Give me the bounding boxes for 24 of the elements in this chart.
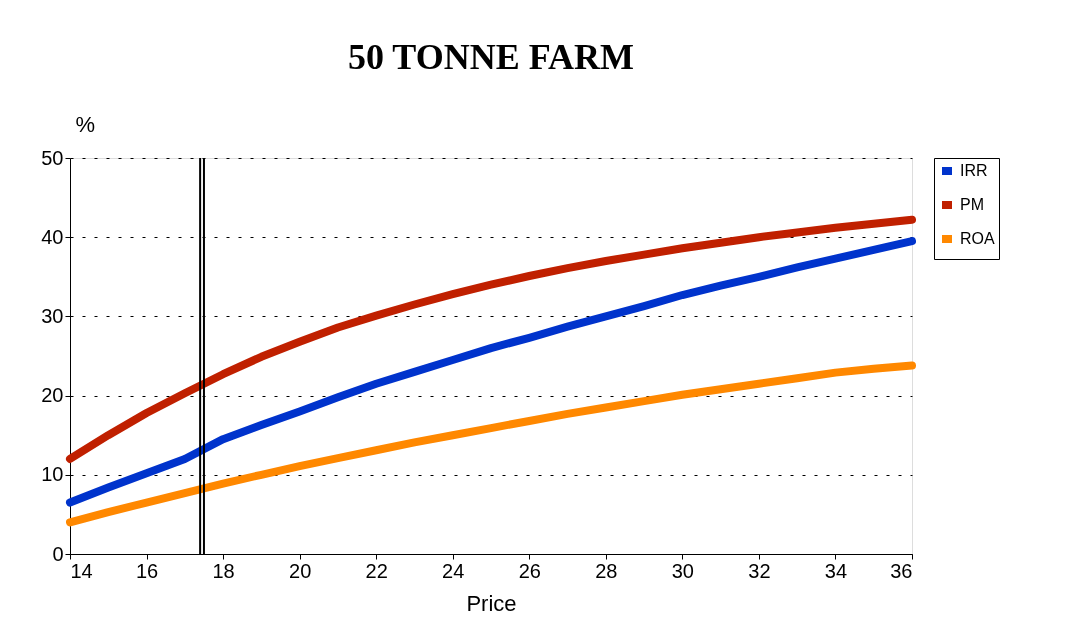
x-tick-label: 14 <box>70 559 93 582</box>
x-tick-label: 30 <box>671 559 694 582</box>
x-tick-label: 22 <box>365 559 388 582</box>
y-tick-label: 20 <box>41 384 64 407</box>
legend-label: IRR <box>960 162 988 179</box>
x-tick-label: 28 <box>595 559 618 582</box>
y-tick-label: 40 <box>41 225 64 248</box>
x-tick-label: 16 <box>135 559 159 582</box>
x-tick-label: 36 <box>890 559 913 582</box>
y-tick-label: 0 <box>52 542 64 565</box>
legend-label: PM <box>960 196 984 213</box>
x-tick-label: 20 <box>289 559 312 582</box>
chart-title: 50 TONNE FARM <box>347 37 635 77</box>
legend-label: ROA <box>960 230 995 247</box>
x-tick-label: 24 <box>442 559 465 582</box>
x-tick-label: 34 <box>824 559 848 582</box>
x-tick-label: 26 <box>518 559 541 582</box>
y-tick-label: 50 <box>41 146 64 169</box>
y-axis-title: % <box>75 111 96 137</box>
x-tick-label: 18 <box>212 559 235 582</box>
x-tick-label: 32 <box>748 559 771 582</box>
y-tick-label: 10 <box>41 463 64 486</box>
x-axis-title: Price <box>466 590 517 616</box>
y-tick-label: 30 <box>41 304 64 327</box>
